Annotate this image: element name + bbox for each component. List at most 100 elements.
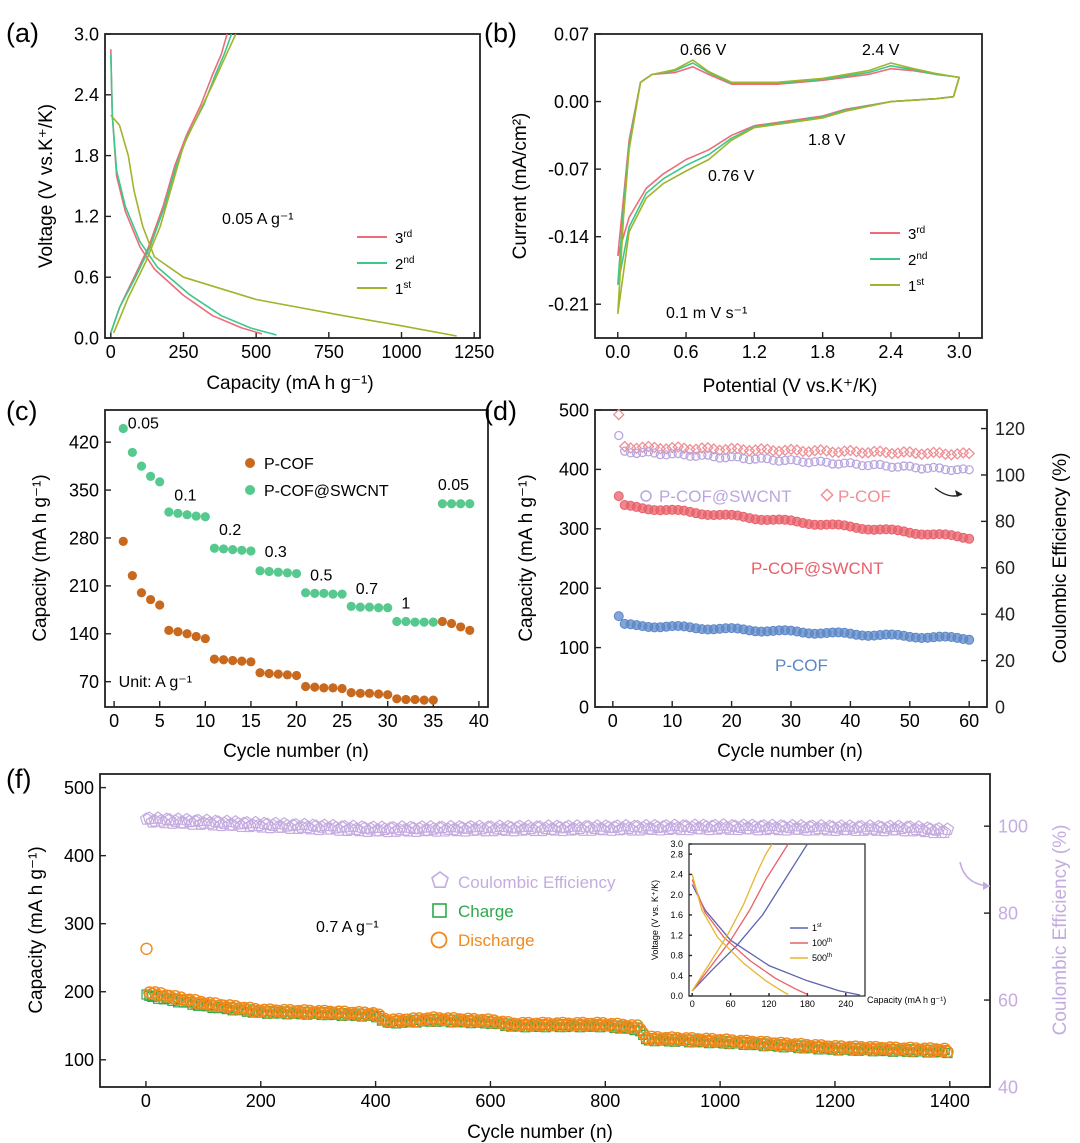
- panel-f-point-discharge-476: [413, 1012, 426, 1025]
- panel-f-point-discharge-666: [522, 1016, 535, 1030]
- panel-c-point-swcnt-8: [182, 510, 192, 520]
- panel-c-xtick-label-0: 0: [109, 711, 119, 731]
- panel-f-point-coulombic-efficiency-826: [613, 822, 627, 836]
- panel-f-point-discharge-1016: [723, 1036, 736, 1049]
- panel-f-inset-ytick-label-0: 0.0: [670, 991, 683, 1001]
- panel-f-point-discharge-951: [685, 1031, 699, 1045]
- panel-f-point-coulombic-efficiency-741: [564, 822, 579, 836]
- panel-c-point-swcnt-20: [291, 568, 302, 579]
- panel-d-legend-marker-pcof: [820, 488, 834, 502]
- panel-f-inset-series-1st-1: [691, 843, 808, 992]
- panel-f-point-discharge-606: [487, 1014, 501, 1027]
- panel-f-point-coulombic-efficiency-1066: [751, 822, 765, 836]
- panel-f-point-coulombic-efficiency-856: [630, 819, 645, 833]
- panel-d-point-p-cof-swcnt-ce-44: [869, 459, 879, 470]
- panel-c-annotation-1: 0.1: [174, 487, 196, 504]
- panel-f-point-discharge-691: [536, 1016, 549, 1030]
- panel-f-point-coulombic-efficiency-656: [515, 823, 530, 836]
- panel-d-point-p-cof-swcnt-ce-42: [857, 460, 867, 471]
- panel-d-point-p-cof-ce-60: [963, 447, 976, 460]
- panel-c-point-swcnt-27: [355, 602, 365, 612]
- panel-f-point-discharge-1301: [886, 1044, 900, 1057]
- panel-c-ytick-label-2: 210: [69, 576, 99, 596]
- panel-f-point-discharge-371: [352, 1005, 366, 1019]
- panel-f-point-coulombic-efficiency-431: [386, 820, 401, 834]
- panel-b-xtick-label-3: 1.8: [810, 342, 835, 362]
- panel-f-point-coulombic-efficiency-981: [702, 822, 716, 836]
- panel-b-legend-1st: 1st: [908, 277, 924, 295]
- panel-f-point-discharge-881: [645, 1030, 658, 1044]
- panel-d-point-p-cof-swcnt-ce-30: [786, 454, 796, 465]
- panel-c-annotation-4: 0.5: [310, 567, 332, 584]
- panel-f-arrow: [959, 861, 991, 887]
- panel-d-y2tick-label-3: 60: [995, 558, 1015, 578]
- panel-d-y2tick-label-1: 20: [995, 651, 1015, 671]
- panel-f-point-discharge-661: [519, 1019, 532, 1033]
- panel-c-legend-marker-pcof: [245, 458, 255, 468]
- panel-d-ytick-label-1: 100: [559, 638, 589, 658]
- panel-b-series-1st-2: [617, 59, 961, 315]
- panel-c-point-pcof-10: [200, 633, 210, 644]
- panel-f-point-coulombic-efficiency-51: [168, 814, 182, 827]
- panel-f-point-discharge-1146: [797, 1040, 811, 1054]
- panel-f-point-coulombic-efficiency-941: [679, 819, 693, 833]
- panel-d-point-p-cof-swcnt-ce-34: [810, 457, 820, 467]
- panel-f-xtick-label-5: 1000: [700, 1091, 740, 1111]
- panel-c-point-pcof-12: [218, 655, 229, 665]
- panel-d-point-p-cof-swcnt-ce-18: [715, 453, 725, 463]
- panel-f-point-discharge-316: [321, 1007, 334, 1020]
- panel-f-point-coulombic-efficiency-126: [211, 815, 225, 828]
- panel-f-ytick-label-4: 500: [64, 778, 94, 798]
- panel-f-point-coulombic-efficiency-686: [533, 820, 547, 833]
- panel-f-point-discharge-1371: [926, 1044, 940, 1058]
- panel-f-point-coulombic-efficiency-336: [332, 823, 346, 836]
- panel-a-ytick-label-5: 3.0: [74, 24, 99, 44]
- panel-c-point-pcof-15: [246, 657, 256, 667]
- panel-f-ytick-label-2: 300: [64, 914, 94, 934]
- panel-f-point-discharge-46: [166, 991, 179, 1005]
- panel-f-legend: Coulombic Efficiency Charge Discharge: [430, 871, 616, 950]
- panel-c-xtick-label-8: 40: [469, 711, 489, 731]
- panel-d-point-p-cof-swcnt-ce-14: [691, 451, 701, 461]
- panel-f-point-coulombic-efficiency-551: [455, 821, 470, 834]
- panel-f-point-coulombic-efficiency-1281: [874, 820, 889, 834]
- panel-f-y2tick-label-1: 60: [998, 990, 1018, 1010]
- panel-f-point-coulombic-efficiency-1341: [909, 822, 923, 836]
- panel-f-point-coulombic-efficiency-1371: [926, 825, 940, 839]
- panel-d-point-p-cof-swcnt-ce-38: [833, 459, 844, 469]
- panel-f-point-discharge-1011: [720, 1033, 733, 1046]
- panel-f-point-discharge-506: [430, 1014, 443, 1027]
- panel-f-inset-ytick-label-5: 2.0: [670, 890, 683, 900]
- panel-f-point-discharge-1116: [780, 1037, 793, 1050]
- panel-f-point-discharge-761: [576, 1016, 590, 1030]
- panel-f-point-discharge-1306: [889, 1041, 903, 1054]
- panel-f-point-discharge-891: [651, 1030, 664, 1044]
- panel-c-point-swcnt-13: [228, 545, 238, 555]
- panel-c-point-pcof-19: [282, 670, 292, 680]
- panel-b-annotation-076: 0.76 V: [708, 168, 755, 185]
- panel-d-xtick-label-4: 40: [840, 711, 860, 731]
- panel-d-xlabel: Cycle number (n): [717, 741, 863, 762]
- panel-f-point-discharge-796: [596, 1017, 610, 1030]
- panel-f-point-coulombic-efficiency-1396: [940, 822, 955, 836]
- panel-c-point-swcnt-7: [173, 508, 183, 518]
- panel-f-point-discharge-786: [591, 1016, 604, 1030]
- panel-c-point-pcof-30: [383, 690, 393, 700]
- panel-d-ytick-label-0: 0: [579, 697, 589, 717]
- panel-d-ytick-label-3: 300: [559, 519, 589, 539]
- panel-b-xtick-label-5: 3.0: [947, 342, 972, 362]
- panel-c-point-pcof-18: [273, 669, 283, 679]
- panel-f-point-coulombic-efficiency-181: [243, 819, 257, 833]
- panel-f-inset-ytick-label-2: 0.8: [670, 951, 683, 961]
- panel-f-point-discharge-376: [355, 1008, 369, 1022]
- panel-f-legend-marker-discharge: [430, 931, 448, 949]
- panel-f-point-coulombic-efficiency-516: [435, 820, 449, 834]
- panel-d-point-p-cof-swcnt-ce-37: [827, 459, 838, 469]
- panel-b-xtick-label-4: 2.4: [878, 342, 903, 362]
- panel-b-label: (b): [484, 18, 517, 48]
- panel-b-legend-3rd: 3rd: [908, 225, 925, 243]
- panel-a: (a) 0 250 500 750 1000 1250 0.0 0.6 1.2 1.8 2.4 3.0…: [6, 18, 494, 394]
- panel-a-frame: [104, 33, 481, 339]
- panel-c-annotation-7: 0.05: [438, 477, 469, 494]
